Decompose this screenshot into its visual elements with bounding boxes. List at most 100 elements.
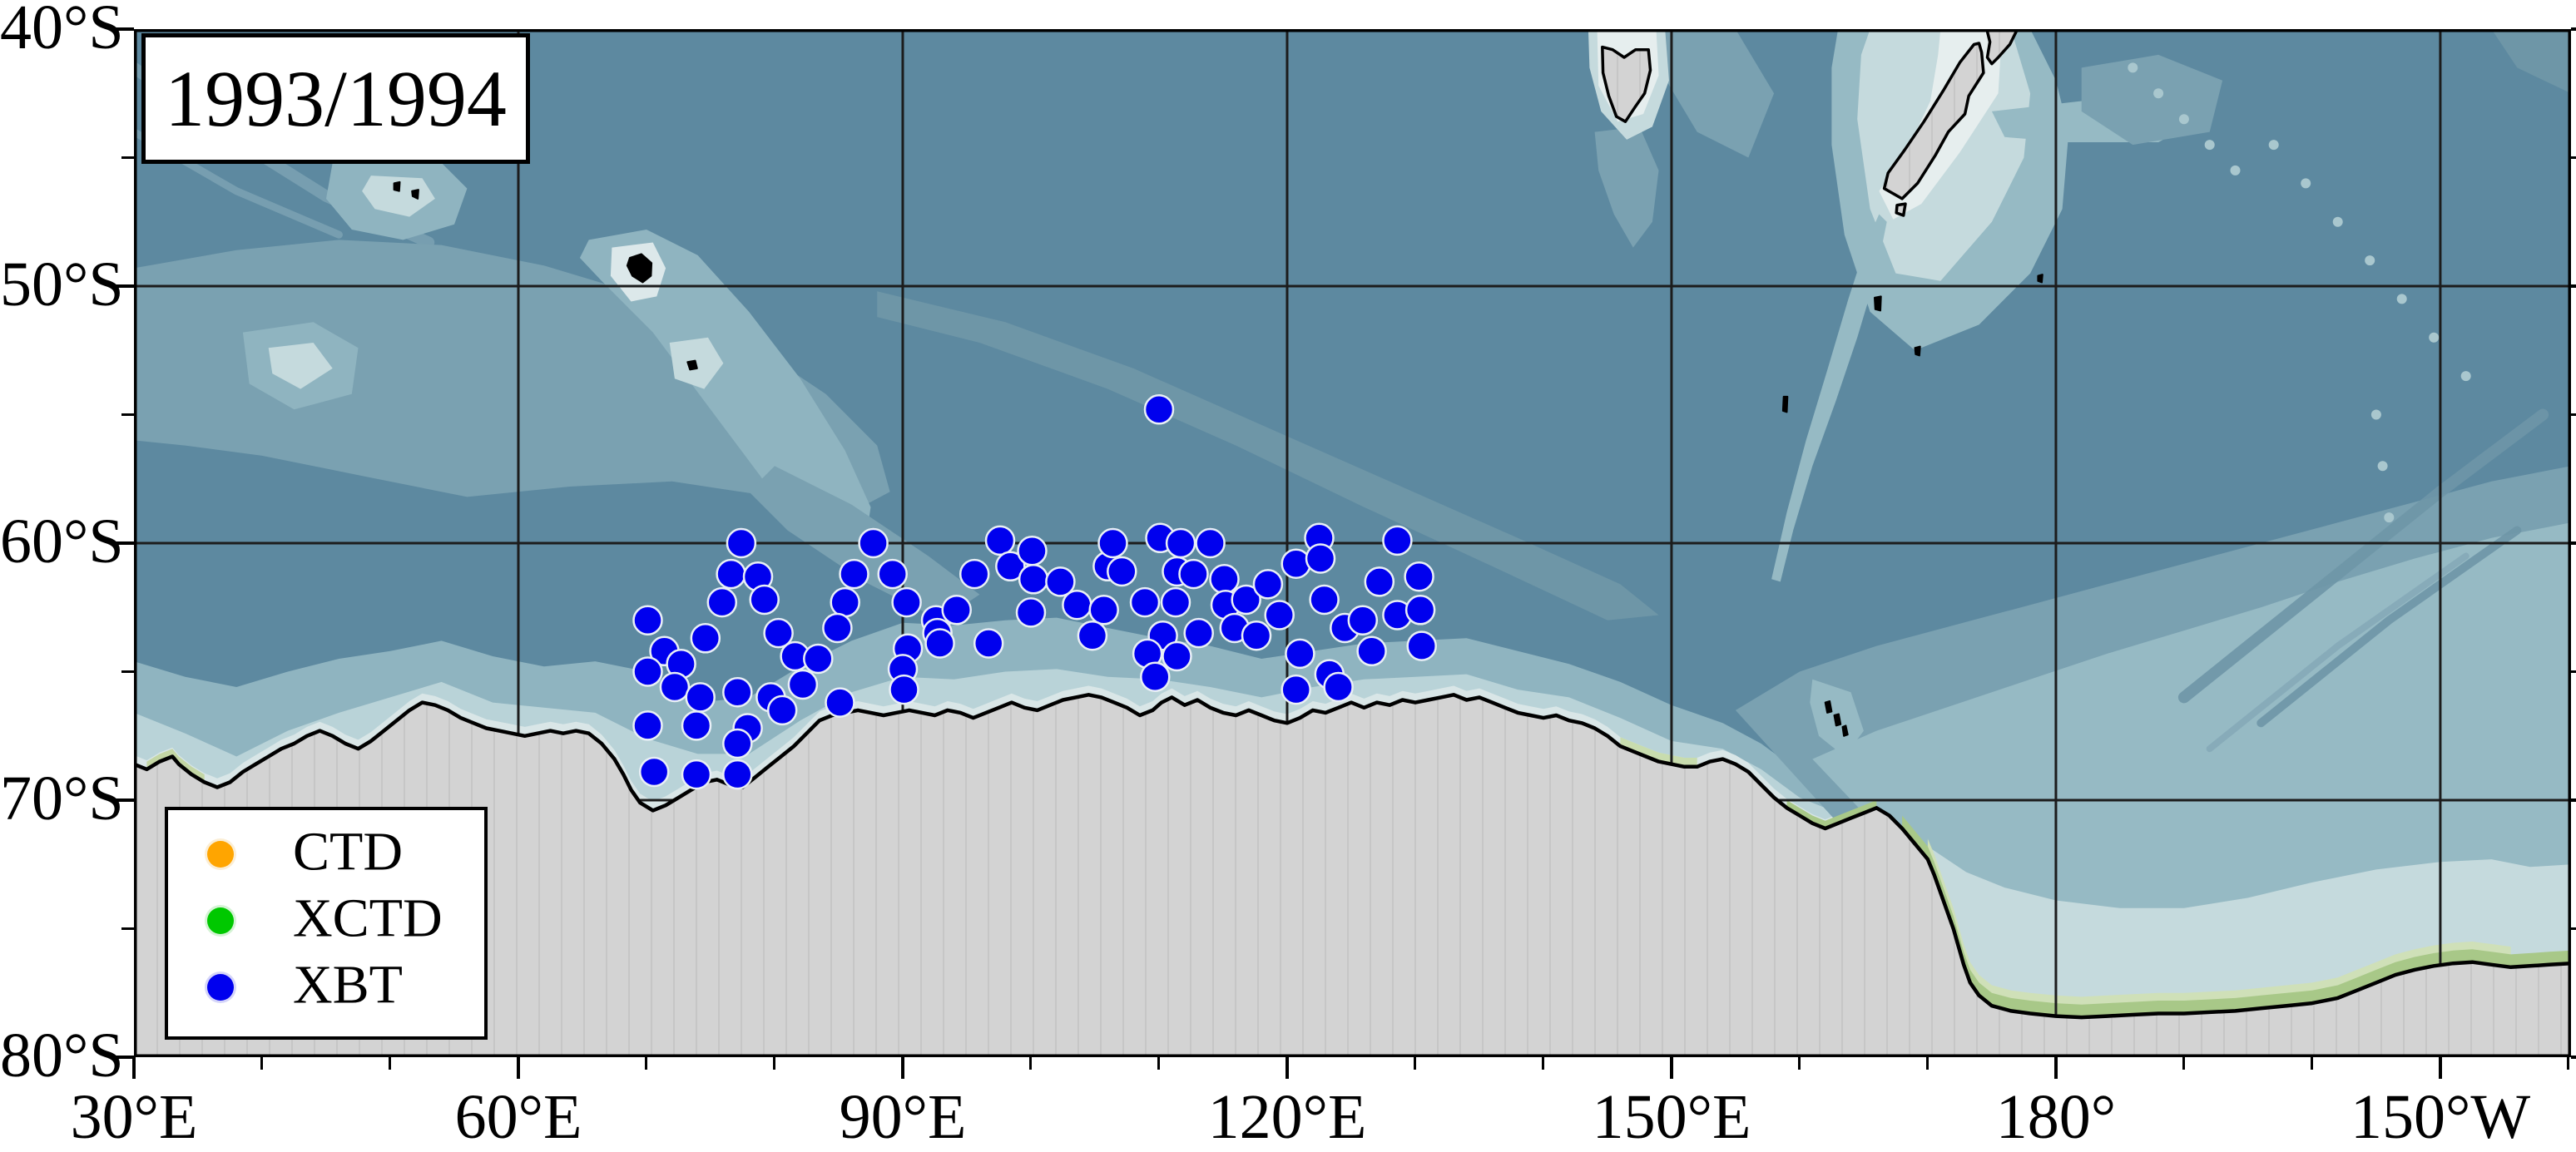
x-minor-tick [1157,1057,1160,1070]
x-minor-tick [1414,1057,1416,1070]
x-minor-tick [1542,1057,1544,1070]
x-major-tick [1670,1057,1673,1079]
station-dot-xbt [722,759,753,790]
y-major-tick-right [2571,284,2576,288]
station-dot-xbt [1129,586,1161,618]
x-major-tick [2439,1057,2442,1079]
y-major-tick [112,798,134,802]
y-minor-tick-right [2571,927,2576,930]
legend-label: XCTD [293,887,443,949]
x-major-tick [517,1057,520,1079]
crozet-island-west-island-shape [393,180,401,192]
y-major-tick-right [2571,541,2576,545]
seamount-chain [2153,88,2164,99]
season-title-box: 1993/1994 [141,33,530,164]
y-tick-label: 60°S [0,507,124,576]
station-dot-xbt [1404,561,1434,592]
x-minor-tick [2182,1057,2185,1070]
station-dot-xbt [1309,584,1340,616]
station-dot-xbt [959,558,990,590]
x-tick-label: 180° [1995,1082,2117,1152]
y-major-tick-right [2571,1056,2576,1059]
northeast-corner-hint [2491,29,2571,94]
station-dot-xbt [822,612,853,644]
station-dot-xbt [1231,584,1261,616]
pacific-antarctic-ridge-streak-3 [2206,552,2469,753]
x-minor-tick [2567,1057,2569,1070]
station-dot-xbt [763,617,794,649]
station-dot-xbt [803,643,834,675]
x-major-tick [1286,1057,1289,1079]
season-title: 1993/1994 [165,54,507,143]
station-dot-xbt [690,623,721,654]
station-dot-xbt [839,558,869,590]
seamount-chain [2301,178,2311,189]
seamount-chain [2377,461,2388,472]
heard-island-island-shape [686,359,698,371]
ctd-marker-icon [205,838,236,870]
y-major-tick [112,27,134,31]
station-dot-xbt [1195,527,1226,559]
station-dot-xbt [1281,548,1311,579]
legend-label: CTD [293,821,403,883]
kerguelen-plateau [579,230,871,549]
pacific-antarctic-ridge-streak-2 [2256,526,2522,728]
station-dot-xbt [984,525,1016,556]
station-dot-xbt [1077,620,1108,651]
station-dot-xbt [1183,617,1214,649]
station-dot-xbt [722,728,753,759]
seamount-chain [2396,294,2407,304]
station-dot-xbt [1209,564,1240,595]
station-dot-xbt [632,656,663,687]
crozet-plateau-core [362,176,435,217]
ross-coast-palegreen [1927,838,2511,1018]
station-dot-xbt [924,628,955,659]
y-major-tick [112,284,134,288]
y-tick-label: 80°S [0,1021,124,1090]
tasman-streak [1658,29,1775,158]
y-major-tick-right [2571,798,2576,802]
y-minor-tick [121,413,134,416]
x-minor-tick [773,1057,775,1070]
balleny-island-mid-island-shape [1833,713,1842,727]
station-dot-xbt [1406,630,1437,661]
station-dot-xbt [1162,640,1192,672]
station-dot-xbt [1264,600,1295,630]
station-dot-xbt [1107,556,1137,587]
station-dot-xbt [858,527,889,559]
antarctic-shelf-outer [134,617,1839,828]
x-minor-tick [389,1057,391,1070]
station-dot-xbt [1356,635,1387,667]
station-dot-xbt [891,586,922,618]
y-tick-label: 50°S [0,250,124,319]
x-major-tick [901,1057,904,1079]
station-dot-xbt [681,710,712,741]
station-dot-xbt [1165,527,1196,559]
station-dot-xbt [685,682,716,713]
station-dot-xbt [659,671,691,703]
station-dot-xbt [638,756,670,788]
station-dot-xbt [1097,527,1128,559]
station-dot-xbt [749,584,780,616]
station-dot-xbt [1281,674,1311,705]
station-dot-xbt [1382,525,1413,556]
seamount-chain [2384,512,2395,523]
x-minor-tick [1029,1057,1032,1070]
x-minor-tick [260,1057,263,1070]
station-dot-xbt [1323,671,1354,703]
y-minor-tick [121,670,134,673]
crozet-island-east-island-shape [411,189,419,200]
seamount-chain [2230,165,2241,176]
seamount-chain [2370,409,2381,420]
seamount-chain [2460,371,2471,382]
auckland-islands-island-shape [1874,295,1882,312]
station-dot-xbt [1062,589,1092,620]
station-dot-xbt [716,558,746,590]
macquarie-island-island-shape [1781,395,1789,413]
station-dot-xbt [706,586,738,618]
balleny-island-north-island-shape [1824,700,1833,714]
station-dot-xbt [830,586,860,618]
antarctic-shelf-inner [134,669,1839,828]
adelie-coast-palegreen [1620,737,1697,767]
campbell-island-island-shape [1914,345,1921,357]
